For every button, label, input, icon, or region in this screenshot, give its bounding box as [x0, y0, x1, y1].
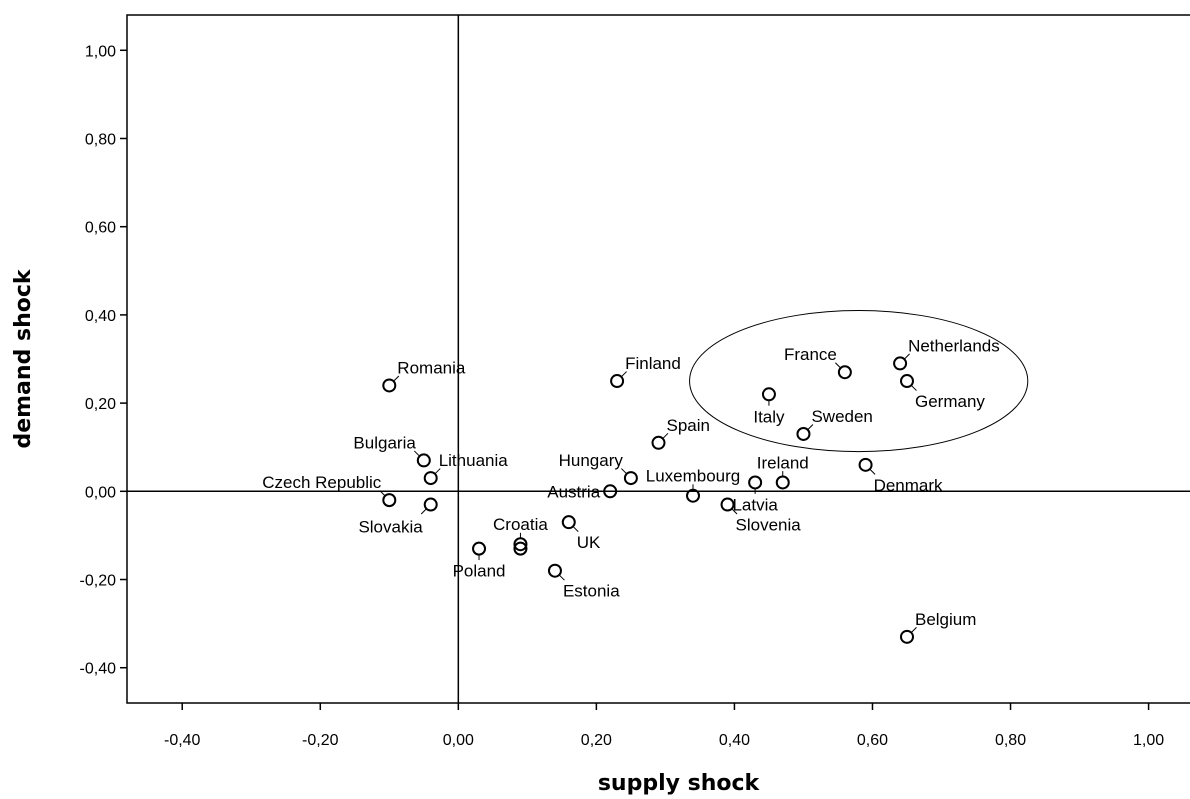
- scatter-point: [472, 541, 487, 556]
- y-tick-label: 1,00: [85, 43, 116, 60]
- data-points: Romania Bulgaria Lithuania Czech Republic Sl…: [262, 336, 1000, 644]
- scatter-point: [561, 515, 576, 530]
- y-axis-ticks: -0,40 -0,20 0,00 0,20 0,40 0,60 0,80 1,00: [80, 43, 127, 678]
- point-label: Netherlands: [908, 336, 1000, 355]
- point-label: Slovenia: [736, 516, 802, 535]
- label-leader: [835, 362, 841, 369]
- point-label: Belgium: [915, 610, 976, 629]
- point-label: France: [784, 345, 837, 364]
- scatter-point: [899, 629, 914, 644]
- scatter-point: [837, 365, 852, 380]
- label-leader: [413, 450, 420, 457]
- scatter-point: [775, 475, 790, 490]
- point-label: UK: [577, 533, 601, 552]
- x-tick-label: 1,00: [1133, 732, 1164, 749]
- point-label: Poland: [453, 562, 506, 581]
- point-label: Croatia: [493, 515, 548, 534]
- point-label: Finland: [625, 354, 681, 373]
- y-tick-label: 0,00: [85, 484, 116, 501]
- point-label: Germany: [915, 392, 985, 411]
- x-tick-label: -0,40: [164, 732, 201, 749]
- x-tick-label: 0,00: [443, 732, 474, 749]
- label-leader: [393, 375, 400, 382]
- label-leader: [731, 508, 738, 515]
- scatter-point: [858, 457, 873, 472]
- point-label: Estonia: [563, 582, 620, 601]
- scatter-point: [623, 471, 638, 486]
- scatter-point: [651, 435, 666, 450]
- x-tick-label: 0,80: [995, 732, 1026, 749]
- point-label: Sweden: [811, 407, 872, 426]
- scatter-point: [547, 563, 562, 578]
- point-label: Romania: [397, 358, 466, 377]
- label-leader: [869, 468, 876, 475]
- scatter-point: [893, 356, 908, 371]
- scatter-point: [513, 541, 528, 556]
- plot-area: -0,40 -0,20 0,00 0,20 0,40 0,60 0,80 1,00 -0,40…: [80, 14, 1190, 749]
- plot-frame: [126, 14, 1190, 704]
- point-label: Luxembourg: [646, 467, 741, 486]
- scatter-point: [423, 471, 438, 486]
- point-label: Spain: [667, 416, 710, 435]
- point-label: Denmark: [874, 476, 943, 495]
- scatter-point: [899, 374, 914, 389]
- y-tick-label: 0,60: [85, 220, 116, 237]
- y-tick-label: 0,80: [85, 131, 116, 148]
- point-label: Hungary: [559, 451, 624, 470]
- label-leader: [807, 424, 814, 430]
- label-leader: [379, 490, 386, 496]
- point-label: Italy: [753, 407, 785, 426]
- highlight-ellipse: [689, 309, 1029, 453]
- x-axis-ticks: -0,40 -0,20 0,00 0,20 0,40 0,60 0,80 1,00: [164, 703, 1164, 749]
- label-leader: [434, 468, 441, 474]
- scatter-point: [796, 426, 811, 441]
- label-leader: [572, 526, 579, 533]
- scatter-point: [761, 387, 776, 402]
- x-axis-title: supply shock: [598, 771, 761, 796]
- label-leader: [662, 432, 669, 439]
- scatter-point: [610, 374, 625, 389]
- x-tick-label: -0,20: [302, 732, 339, 749]
- x-tick-label: 0,60: [857, 732, 888, 749]
- point-label: Bulgaria: [353, 433, 416, 452]
- scatter-point: [382, 378, 397, 393]
- y-axis-title: demand shock: [11, 268, 36, 448]
- scatter-point: [416, 453, 431, 468]
- scatter-point: [748, 475, 763, 490]
- label-leader: [904, 353, 910, 360]
- y-tick-label: 0,20: [85, 396, 116, 413]
- point-label: Czech Republic: [262, 473, 382, 492]
- y-tick-label: -0,40: [80, 661, 117, 678]
- x-tick-label: 0,20: [581, 732, 612, 749]
- point-label: Latvia: [732, 495, 778, 514]
- point-label: Lithuania: [439, 451, 509, 470]
- point-label: Ireland: [757, 453, 809, 472]
- x-tick-label: 0,40: [719, 732, 750, 749]
- label-leader: [621, 468, 627, 474]
- label-leader: [420, 508, 427, 515]
- scatter-point: [720, 497, 735, 512]
- scatter-point: [423, 497, 438, 512]
- label-leader: [911, 626, 917, 633]
- point-label: Slovakia: [358, 518, 423, 537]
- point-label: Austria: [547, 482, 600, 501]
- label-leader: [911, 385, 917, 391]
- y-tick-label: 0,40: [85, 308, 116, 325]
- y-tick-label: -0,20: [80, 573, 117, 590]
- label-leader: [621, 371, 627, 377]
- label-leader: [559, 574, 565, 581]
- scatter-point: [382, 493, 397, 508]
